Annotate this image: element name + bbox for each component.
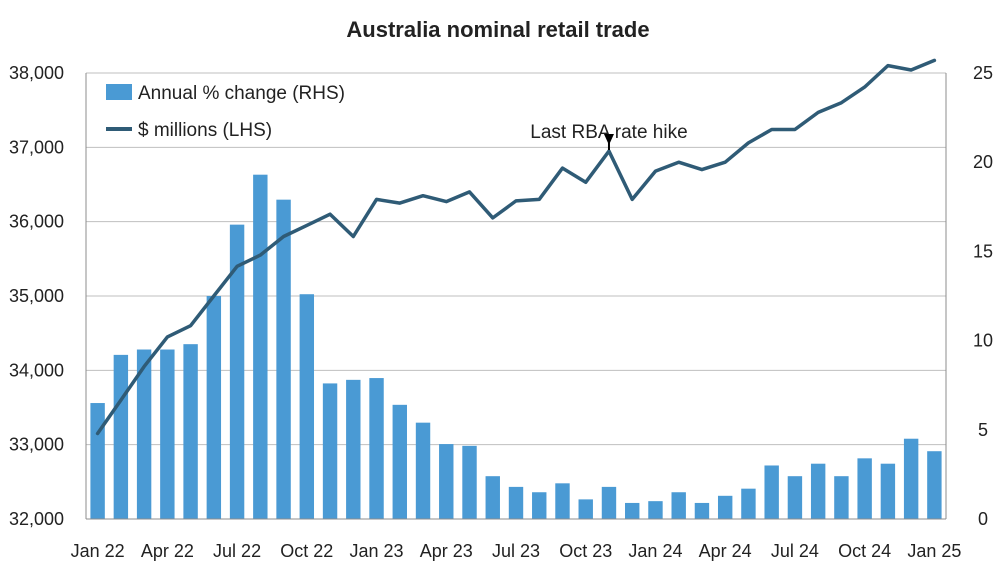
bar-sep-22 — [276, 199, 291, 519]
bar-jun-22 — [206, 296, 222, 519]
bar-oct-24 — [857, 458, 872, 519]
bar-feb-23 — [392, 404, 407, 519]
annotation-label: Last RBA rate hike — [530, 122, 687, 143]
bar-may-24 — [741, 488, 756, 519]
line-series-path — [95, 58, 937, 436]
y-left-tick-label: 38,000 — [9, 63, 64, 83]
annotation-arrow-head — [603, 134, 614, 146]
legend: Annual % change (RHS) $ millions (LHS) — [106, 83, 345, 141]
x-tick-label: Jan 23 — [350, 541, 404, 561]
bar-nov-24 — [880, 463, 896, 519]
y-right-tick-label: 0 — [978, 509, 988, 529]
bar-apr-24 — [717, 495, 733, 519]
y-left-tick-label: 32,000 — [9, 509, 64, 529]
bar-oct-23 — [578, 499, 593, 519]
bar-aug-23 — [532, 492, 547, 519]
x-tick-label: Apr 23 — [420, 541, 473, 561]
annotation: Last RBA rate hike — [530, 122, 688, 150]
x-tick-label: Oct 23 — [559, 541, 612, 561]
bar-jul-23 — [508, 486, 524, 519]
bar-jul-22 — [229, 224, 245, 519]
x-tick-label: Jul 23 — [492, 541, 540, 561]
bar-jun-23 — [485, 476, 500, 519]
bar-mar-23 — [415, 422, 431, 519]
bar-sep-24 — [834, 476, 849, 519]
y-right-tick-label: 5 — [978, 420, 988, 440]
x-tick-label: Oct 24 — [838, 541, 891, 561]
bar-dec-22 — [346, 379, 361, 519]
bar-sep-23 — [555, 483, 570, 519]
bar-feb-24 — [671, 492, 686, 519]
y-left-tick-label: 36,000 — [9, 212, 64, 232]
x-tick-label: Jan 25 — [907, 541, 961, 561]
bar-aug-22 — [253, 174, 268, 520]
y-left-tick-label: 37,000 — [9, 137, 64, 157]
chart-title: Australia nominal retail trade — [346, 17, 649, 42]
x-tick-label: Jul 22 — [213, 541, 261, 561]
y-right-tick-label: 25 — [973, 63, 993, 83]
bar-feb-22 — [113, 354, 129, 519]
y-left-tick-label: 34,000 — [9, 360, 64, 380]
bar-mar-22 — [136, 349, 152, 519]
y-left-tick-label: 33,000 — [9, 435, 64, 455]
x-tick-label: Jul 24 — [771, 541, 819, 561]
bar-oct-22 — [299, 294, 315, 519]
legend-line-label: $ millions (LHS) — [138, 120, 272, 141]
x-tick-label: Jan 24 — [628, 541, 682, 561]
axes: 32,000 33,000 34,000 35,000 36,000 37,000 38,0… — [9, 63, 993, 561]
legend-bar-label: Annual % change (RHS) — [138, 83, 345, 104]
gridlines — [86, 72, 946, 446]
bar-may-23 — [462, 445, 477, 519]
bar-dec-23 — [625, 502, 640, 519]
legend-bar-swatch — [106, 84, 132, 100]
y-right-tick-label: 20 — [973, 152, 993, 172]
bar-aug-24 — [810, 463, 826, 519]
bar-jan-23 — [369, 378, 384, 519]
x-tick-label: Jan 22 — [71, 541, 125, 561]
bar-nov-22 — [322, 383, 338, 519]
bar-mar-24 — [694, 502, 710, 519]
y-left-tick-label: 35,000 — [9, 286, 64, 306]
bar-series — [90, 174, 942, 520]
x-tick-label: Apr 24 — [699, 541, 752, 561]
x-tick-label: Oct 22 — [280, 541, 333, 561]
y-right-tick-label: 15 — [973, 241, 993, 261]
y-right-tick-label: 10 — [973, 331, 993, 351]
bar-jan-24 — [648, 501, 663, 519]
bar-nov-23 — [601, 486, 617, 519]
bar-jun-24 — [764, 465, 779, 519]
bar-apr-23 — [439, 444, 454, 519]
bar-jan-25 — [927, 451, 942, 519]
bar-dec-24 — [903, 438, 919, 519]
bar-may-22 — [183, 344, 198, 519]
bar-apr-22 — [160, 349, 175, 519]
bar-jul-24 — [787, 476, 803, 519]
line-series — [95, 58, 937, 436]
bar-jan-22 — [90, 403, 105, 519]
x-tick-label: Apr 22 — [141, 541, 194, 561]
